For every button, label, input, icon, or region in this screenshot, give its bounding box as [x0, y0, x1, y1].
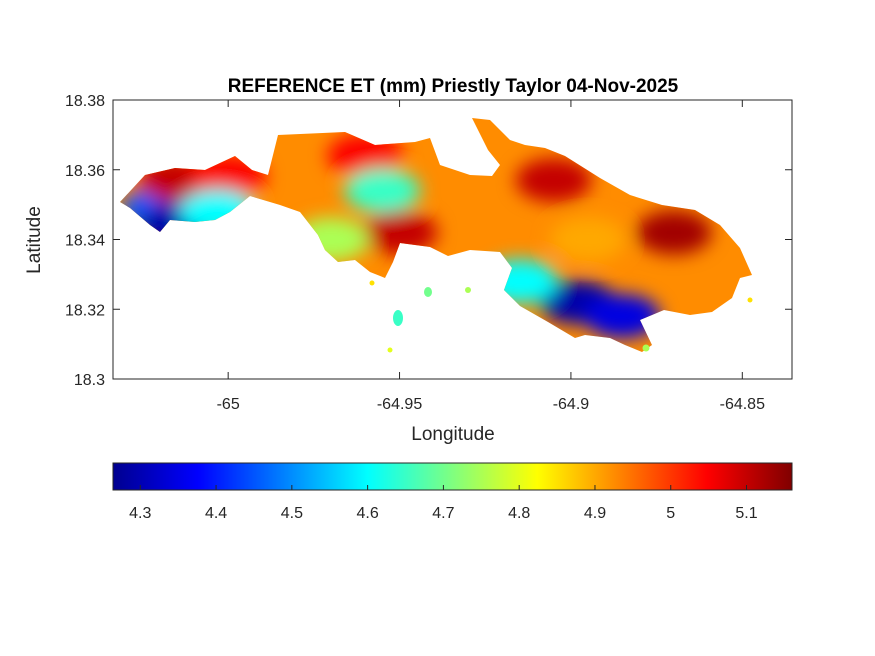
et-cell-9: [515, 158, 592, 203]
y-axis-label: Latitude: [24, 206, 45, 274]
y-tick-label: 18.32: [65, 302, 105, 319]
x-axis-label: Longitude: [411, 424, 494, 445]
x-tick-label: -64.85: [720, 396, 765, 413]
colorbar-tick-label: 4.9: [584, 505, 606, 522]
y-tick-label: 18.34: [65, 233, 105, 250]
et-cell-7: [361, 210, 438, 255]
et-cell-10: [635, 210, 712, 255]
x-axis: -65 -64.95 -64.9 -64.85: [217, 100, 765, 413]
colorbar-tick-label: 4.5: [281, 505, 303, 522]
y-tick-label: 18.36: [65, 163, 105, 180]
x-tick-label: -65: [217, 396, 240, 413]
et-cell-6: [344, 168, 421, 213]
colorbar-ticks: 4.3 4.4 4.5 4.6 4.7 4.8 4.9 5 5.1: [129, 485, 758, 522]
colorbar-tick-label: 4.3: [129, 505, 151, 522]
islet-3: [387, 347, 393, 353]
islets: [369, 280, 753, 353]
islet-1: [424, 287, 432, 297]
colorbar-tick-label: 4.8: [508, 505, 530, 522]
et-cell-13: [584, 294, 661, 339]
et-cell-5: [327, 133, 404, 178]
islet-6: [369, 280, 375, 286]
islet-2: [465, 287, 471, 293]
y-tick-label: 18.3: [74, 372, 105, 389]
et-cell-11: [550, 217, 627, 262]
colorbar-tick-label: 4.4: [205, 505, 227, 522]
islet-5: [747, 297, 753, 303]
colorbar-tick-label: 4.7: [432, 505, 454, 522]
y-tick-label: 18.38: [65, 93, 105, 110]
colorbar-tick-label: 5.1: [735, 505, 757, 522]
x-tick-label: -64.95: [377, 396, 422, 413]
colorbar: [112, 462, 793, 491]
islet-0: [393, 310, 403, 326]
x-tick-label: -64.9: [553, 396, 590, 413]
colorbar-tick-label: 4.6: [357, 505, 379, 522]
y-axis: 18.3 18.32 18.34 18.36 18.38: [65, 93, 792, 389]
chart-title: REFERENCE ET (mm) Priestly Taylor 04-Nov…: [228, 76, 679, 97]
colorbar-tick-label: 5: [666, 505, 675, 522]
islet-4: [642, 344, 650, 352]
